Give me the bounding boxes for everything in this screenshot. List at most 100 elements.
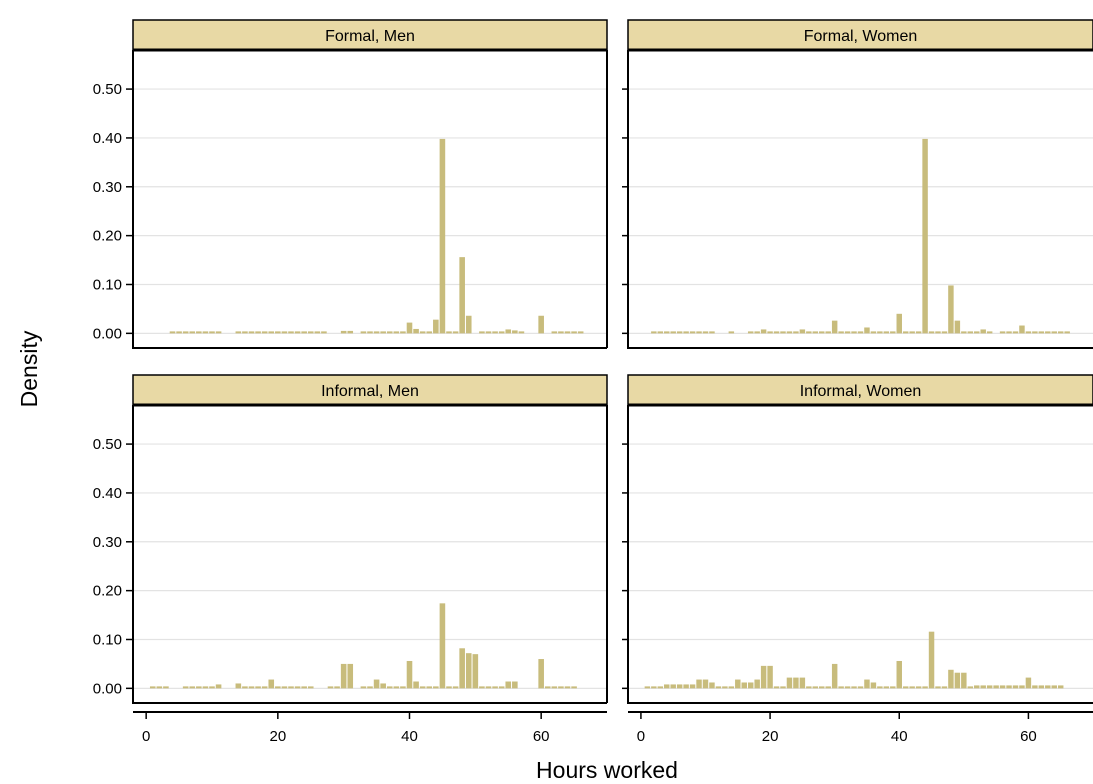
histogram-bar bbox=[683, 684, 689, 689]
histogram-bar bbox=[967, 686, 974, 689]
histogram-bar bbox=[1006, 685, 1012, 689]
histogram-bar bbox=[793, 677, 799, 689]
histogram-bar bbox=[728, 331, 735, 334]
y-tick-label: 0.30 bbox=[93, 534, 122, 551]
histogram-bar bbox=[1006, 331, 1012, 334]
histogram-bar bbox=[1032, 331, 1038, 334]
histogram-bar bbox=[780, 686, 786, 689]
histogram-bar bbox=[883, 686, 890, 689]
histogram-bar bbox=[941, 331, 948, 334]
y-tick-label: 0.30 bbox=[93, 179, 122, 196]
histogram-bar bbox=[999, 685, 1006, 689]
histogram-bar bbox=[735, 679, 741, 689]
histogram-bar bbox=[321, 331, 327, 334]
panel-informal-women: Informal, Women bbox=[622, 374, 1093, 704]
facet-strip bbox=[627, 374, 1093, 406]
histogram-bar bbox=[1019, 685, 1025, 689]
histogram-bar bbox=[980, 685, 986, 689]
x-axis-1: 0 20 40 60 bbox=[133, 711, 607, 745]
histogram-bar bbox=[235, 683, 242, 689]
histogram-bar bbox=[722, 686, 728, 689]
facet-title: Formal, Men bbox=[325, 28, 415, 45]
histogram-bar bbox=[202, 686, 209, 689]
histogram-bar bbox=[909, 331, 915, 334]
histogram-bar bbox=[386, 686, 393, 689]
histogram-bar bbox=[1025, 331, 1032, 334]
histogram-bar bbox=[327, 686, 334, 689]
histogram-bar bbox=[844, 331, 851, 334]
histogram-bar bbox=[902, 686, 909, 689]
histogram-bar bbox=[433, 686, 439, 689]
histogram-bar bbox=[400, 686, 406, 689]
histogram-bar bbox=[857, 331, 864, 334]
histogram-bar bbox=[954, 320, 961, 334]
histogram-bar bbox=[558, 686, 564, 689]
histogram-bar bbox=[999, 331, 1006, 334]
histogram-bar bbox=[314, 331, 321, 334]
histogram-bar bbox=[664, 684, 670, 689]
histogram-bar bbox=[812, 331, 819, 334]
histogram-bar bbox=[793, 331, 799, 334]
histogram-bar bbox=[870, 331, 877, 334]
histogram-bar bbox=[922, 138, 928, 334]
histogram-bar bbox=[163, 686, 169, 689]
histogram-bar bbox=[255, 686, 261, 689]
histogram-bar bbox=[799, 677, 806, 689]
histogram-bar bbox=[288, 686, 294, 689]
histogram-bar bbox=[261, 331, 268, 334]
x-tick-label: 20 bbox=[762, 728, 779, 745]
histogram-bar bbox=[360, 331, 367, 334]
x-tick-label: 0 bbox=[637, 728, 645, 745]
panel-background bbox=[133, 405, 607, 703]
histogram-bar bbox=[1038, 331, 1045, 334]
histogram-bar bbox=[767, 331, 773, 334]
histogram-bar bbox=[538, 659, 544, 689]
histogram-bar bbox=[367, 686, 373, 689]
histogram-bar bbox=[400, 331, 406, 334]
histogram-bar bbox=[961, 331, 967, 334]
histogram-bar bbox=[747, 331, 754, 334]
histogram-bar bbox=[419, 686, 426, 689]
histogram-bar bbox=[209, 331, 215, 334]
histogram-bar bbox=[479, 331, 485, 334]
histogram-bar bbox=[670, 331, 676, 334]
histogram-bar bbox=[182, 331, 189, 334]
histogram-bar bbox=[702, 679, 709, 689]
histogram-bar bbox=[773, 331, 780, 334]
histogram-bar bbox=[459, 257, 465, 334]
histogram-bar bbox=[760, 329, 767, 334]
histogram-bar bbox=[664, 331, 670, 334]
histogram-bar bbox=[651, 331, 657, 334]
histogram-bar bbox=[948, 669, 954, 689]
histogram-bar bbox=[1032, 685, 1038, 689]
histogram-bar bbox=[426, 331, 433, 334]
facet-title: Formal, Women bbox=[804, 28, 918, 45]
histogram-bar bbox=[715, 686, 722, 689]
x-tick-label: 40 bbox=[401, 728, 418, 745]
y-tick-label: 0.10 bbox=[93, 276, 122, 293]
histogram-bar bbox=[307, 686, 314, 689]
panels-layer: Formal, Men0.000.100.200.300.400.50Forma… bbox=[93, 19, 1093, 704]
panel-formal-men: Formal, Men 0.00 0.10 0.20 0.30 0.40 0.50 bbox=[93, 19, 608, 349]
histogram-bar bbox=[825, 331, 831, 334]
y-tick-label: 0.40 bbox=[93, 485, 122, 502]
histogram-bar bbox=[709, 331, 715, 334]
histogram-bar bbox=[492, 331, 498, 334]
histogram-bar bbox=[651, 686, 657, 689]
histogram-bar bbox=[1045, 685, 1051, 689]
histogram-bar bbox=[551, 331, 558, 334]
y-tick-label: 0.50 bbox=[93, 436, 122, 453]
panel-formal-women: Formal, Women bbox=[622, 19, 1093, 349]
histogram-bar bbox=[373, 679, 380, 689]
histogram-bar bbox=[189, 686, 196, 689]
histogram-bar bbox=[915, 331, 922, 334]
histogram-bar bbox=[825, 686, 831, 689]
histogram-bar bbox=[890, 686, 896, 689]
histogram-bar bbox=[986, 331, 993, 334]
y-tick-label: 0.10 bbox=[93, 631, 122, 648]
histogram-bar bbox=[281, 686, 288, 689]
histogram-bar bbox=[439, 603, 446, 689]
histogram-bar bbox=[696, 331, 702, 334]
histogram-bar bbox=[472, 654, 479, 689]
